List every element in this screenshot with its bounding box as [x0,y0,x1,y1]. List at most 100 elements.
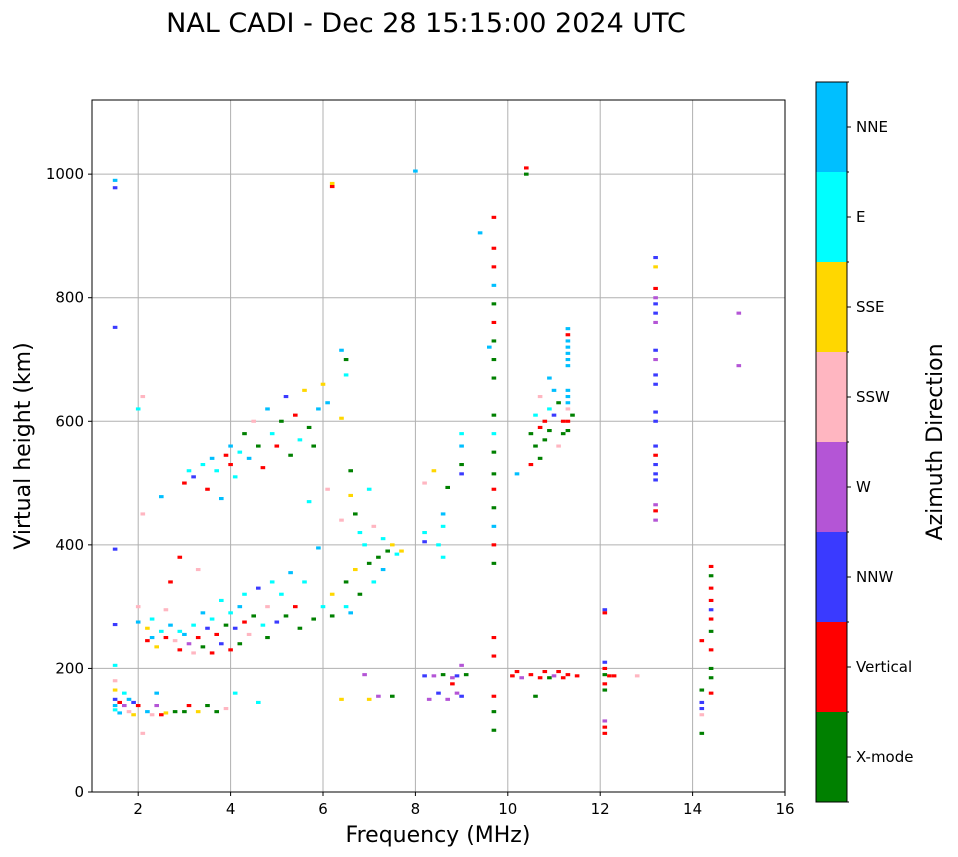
echo-point [708,666,714,670]
echo-point [491,265,497,269]
x-tick-label: 4 [226,800,236,818]
echo-point [163,636,169,640]
echo-point [209,617,215,621]
echo-point [126,710,132,714]
echo-point [228,611,233,615]
x-tick-label: 12 [591,800,610,818]
echo-point [329,614,335,618]
echo-point [537,395,543,399]
echo-point [565,401,571,405]
echo-point [339,416,344,420]
echo-point [325,401,330,405]
echo-point [491,215,497,219]
echo-point [195,710,201,714]
echo-point [371,524,377,528]
x-tick-label: 6 [318,800,328,818]
echo-point [182,632,187,636]
echo-point [547,429,552,433]
echo-point [223,453,229,457]
echo-point [182,481,187,485]
echo-point [491,376,497,380]
echo-point [223,707,229,711]
y-tick-label: 600 [55,412,84,430]
echo-point [487,345,492,349]
echo-point [223,623,229,627]
echo-point [348,469,353,473]
echo-point [422,481,427,485]
echo-point [542,438,548,442]
echo-point [329,185,335,189]
colorbar-segment [816,262,847,352]
echo-point [339,518,344,522]
colorbar: X-mode Vertical NNW W SSW SSE E NNE [815,81,913,803]
echo-point [653,286,658,290]
echo-point [177,555,183,559]
echo-point [274,620,280,624]
echo-point [320,382,326,386]
echo-point [510,674,515,678]
echo-point [380,537,386,541]
echo-point [135,620,141,624]
echo-point [186,704,192,708]
echo-point [126,697,132,701]
echo-point [288,571,293,575]
echo-point [537,425,543,429]
echo-point [445,697,450,701]
echo-point [154,645,159,649]
y-tick-label: 0 [74,783,84,801]
echo-point [436,691,441,695]
echo-point [542,670,548,674]
echo-point [251,419,256,423]
echo-point [293,413,298,417]
echo-point [168,580,173,584]
echo-point [524,172,529,176]
colorbar-label: SSW [856,388,890,406]
echo-point [316,546,321,550]
colorbar-label: SSE [856,298,885,316]
echo-point [491,283,497,287]
echo-point [279,419,284,423]
echo-point [172,710,178,714]
echo-point [533,444,538,448]
echo-point [426,697,432,701]
echo-point [163,711,169,715]
colorbar-segment [816,82,847,172]
x-tick-label: 10 [498,800,517,818]
echo-point [117,711,122,715]
echo-point [708,629,714,633]
echo-point [699,688,705,692]
echo-point [602,611,608,615]
echo-point [269,580,275,584]
echo-point [232,691,238,695]
echo-point [256,700,261,704]
echo-point [491,413,497,417]
echo-point [565,419,571,423]
echo-point [537,456,543,460]
echo-point [602,725,608,729]
echo-point [339,348,344,352]
echo-point [306,425,312,429]
echo-point [602,673,608,677]
echo-point [708,586,714,590]
echo-point [611,674,617,678]
echo-point [607,674,612,678]
echo-point [256,586,261,590]
echo-point [653,419,658,423]
echo-point [302,580,307,584]
colorbar-label: X-mode [856,748,913,766]
echo-point [163,608,169,612]
echo-point [112,178,118,182]
echo-point [528,432,534,436]
echo-point [195,636,201,640]
echo-point [232,626,238,630]
echo-point [565,358,571,362]
echo-point [565,407,571,411]
echo-point [560,419,566,423]
echo-point [491,694,497,698]
echo-point [343,358,349,362]
colorbar-segment [816,442,847,532]
echo-point [297,438,303,442]
echo-point [357,592,363,596]
echo-point [431,469,437,473]
